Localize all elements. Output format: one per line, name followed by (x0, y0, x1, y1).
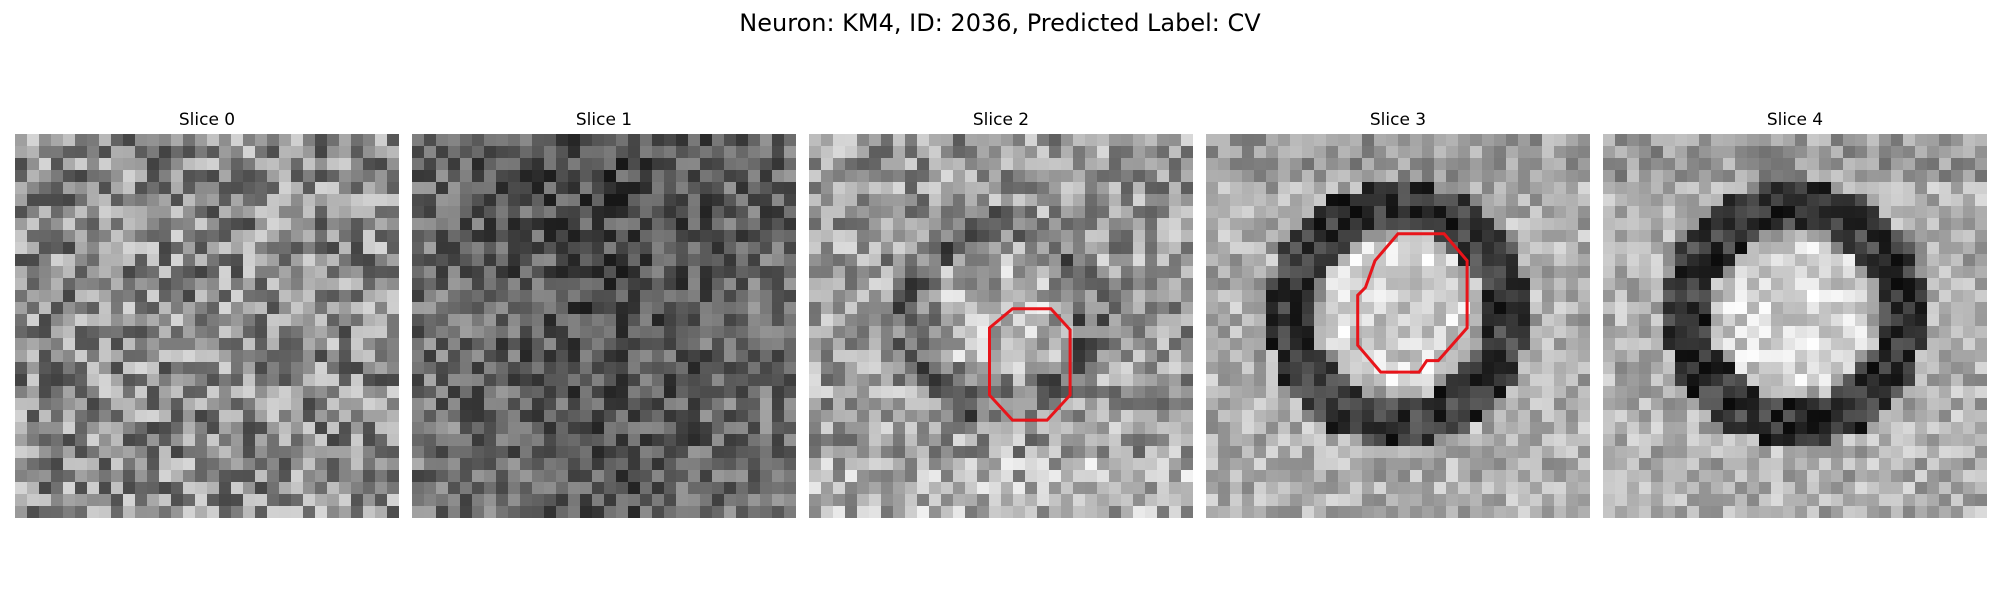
pixel-grid (809, 134, 1193, 518)
segmentation-contour (988, 307, 1072, 422)
panel-slice-3: Slice 3 (1206, 110, 1590, 518)
slice-3-image (1206, 134, 1590, 518)
figure-title: Neuron: KM4, ID: 2036, Predicted Label: … (739, 9, 1261, 37)
pixel-grid (1206, 134, 1590, 518)
slice-image (809, 134, 1193, 518)
panel-slice-1: Slice 1 (412, 110, 796, 518)
slice-image (412, 134, 796, 518)
panel-slice-0: Slice 0 (15, 110, 399, 518)
pixel-grid (15, 134, 399, 518)
segmentation-contour (1356, 232, 1469, 374)
panel-title: Slice 3 (1369, 110, 1427, 130)
slice-1-image (412, 134, 796, 518)
slice-image (15, 134, 399, 518)
panel-slice-2: Slice 2 (809, 110, 1193, 518)
pixel-grid (1603, 134, 1987, 518)
slice-2-image (809, 134, 1193, 518)
panel-title: Slice 0 (178, 110, 236, 130)
panel-title: Slice 2 (972, 110, 1030, 130)
pixel-grid (412, 134, 796, 518)
slice-image (1603, 134, 1987, 518)
panel-slice-4: Slice 4 (1603, 110, 1987, 518)
slice-0-image (15, 134, 399, 518)
slice-4-image (1603, 134, 1987, 518)
panel-title: Slice 1 (575, 110, 633, 130)
slice-image (1206, 134, 1590, 518)
panel-title: Slice 4 (1766, 110, 1824, 130)
